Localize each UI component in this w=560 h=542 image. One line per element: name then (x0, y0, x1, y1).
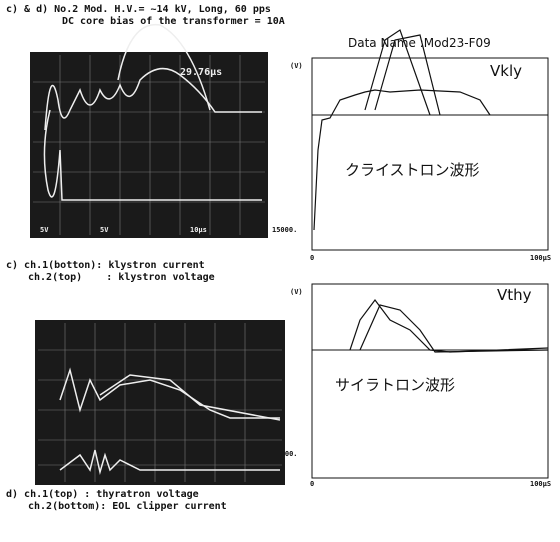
plot-name: Vkly (490, 62, 522, 80)
annotation: クライストロン波形 (345, 161, 480, 179)
plot: (V) Vkly クライストロン波形 15000. 0 100μS (272, 29, 551, 262)
header-line: DC core bias of the transformer = 10A (62, 15, 285, 27)
x-label: 100μS (530, 254, 551, 262)
y-label: 15000. (272, 226, 297, 234)
x-label: 0 (310, 480, 314, 488)
unit-label: (V) (290, 288, 303, 296)
scope-photo: 29.76μs 5V 5V 10μs (30, 23, 268, 238)
plot-name: Vthy (497, 286, 532, 304)
caption: d) ch.1(top) : thyratron voltage (6, 489, 199, 500)
caption: ch.2(bottom): EOL clipper current (28, 500, 227, 512)
annotation: サイラトロン波形 (335, 376, 455, 394)
scope-label: 29.76μs (180, 67, 222, 78)
scope-label: 5V (40, 226, 49, 234)
data-name: Data Name :Mod23-F09 (348, 36, 491, 50)
header-line: c) & d) No.2 Mod. H.V.= ~14 kV, Long, 60… (6, 4, 271, 15)
scope-photo (35, 320, 285, 485)
plot: (V) Vthy サイラトロン波形 -30000. 0 100μS (268, 283, 551, 488)
x-label: 100μS (530, 480, 551, 488)
caption: c) ch.1(botton): klystron current (6, 260, 205, 271)
scope-label: 5V (100, 226, 109, 234)
x-label: 0 (310, 254, 314, 262)
unit-label: (V) (290, 62, 303, 70)
scope-label: 10μs (190, 226, 207, 234)
caption: ch.2(top) : klystron voltage (28, 272, 215, 283)
